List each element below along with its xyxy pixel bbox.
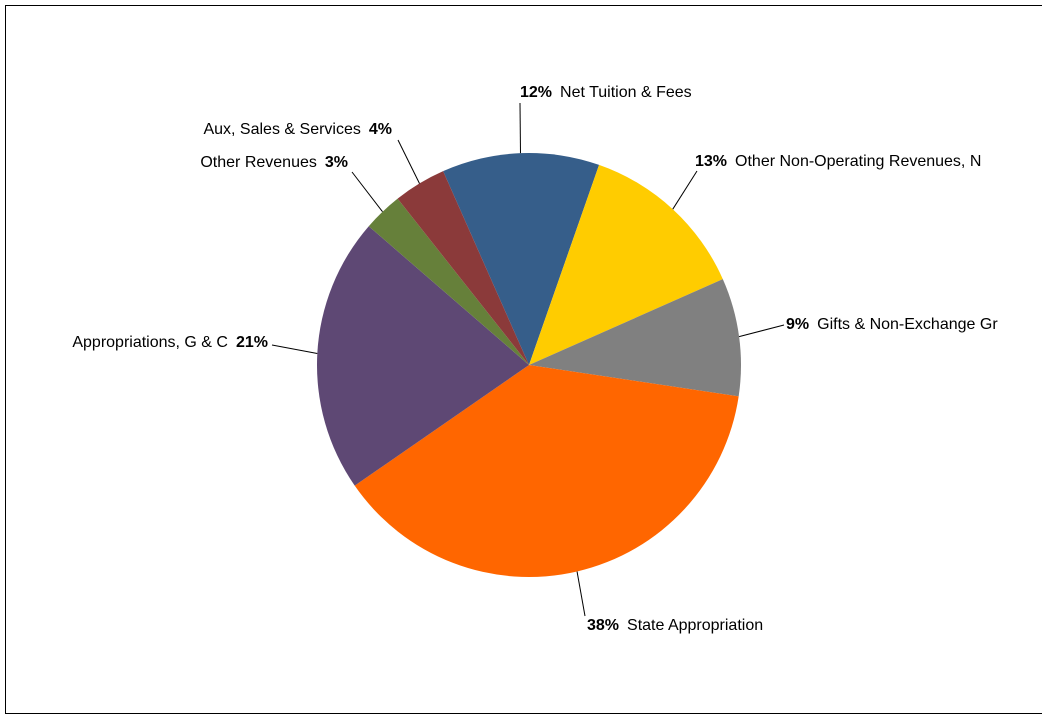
percent-label: 13% xyxy=(695,153,727,170)
slice-label: 12% Net Tuition & Fees xyxy=(520,84,692,101)
category-label: Gifts & Non-Exchange Gr xyxy=(817,316,998,333)
leader-line xyxy=(738,324,785,338)
category-label: Appropriations, G & C xyxy=(72,334,228,351)
percent-label: 3% xyxy=(325,154,348,171)
category-label: Other Non-Operating Revenues, N xyxy=(735,153,981,170)
pie-slice xyxy=(368,198,529,365)
slice-label: 9% Gifts & Non-Exchange Gr xyxy=(786,316,998,333)
frame xyxy=(5,5,1042,714)
category-label: Net Tuition & Fees xyxy=(560,84,692,101)
slice-label: Aux, Sales & Services 4% xyxy=(203,121,392,138)
leader-line xyxy=(351,171,383,213)
pie-slice xyxy=(317,226,529,486)
pie-slice xyxy=(529,164,723,365)
slice-label: Other Revenues 3% xyxy=(200,154,348,171)
percent-label: 38% xyxy=(587,617,619,634)
leader-line xyxy=(397,139,420,184)
leader-line xyxy=(672,170,698,210)
category-label: State Appropriation xyxy=(627,617,763,634)
pie-slice xyxy=(397,171,529,365)
labels: 12% Net Tuition & Fees 13% Other Non-Operat… xyxy=(72,84,998,634)
pie-slice xyxy=(354,365,739,577)
category-label: Other Revenues xyxy=(200,154,317,171)
slice-label: 38% State Appropriation xyxy=(587,617,763,634)
pie-slice xyxy=(443,153,600,365)
leader-line xyxy=(576,571,586,617)
slice-label: 13% Other Non-Operating Revenues, N xyxy=(695,153,981,170)
percent-label: 9% xyxy=(786,316,809,333)
percent-label: 4% xyxy=(369,121,392,138)
category-label: Aux, Sales & Services xyxy=(203,121,360,138)
percent-label: 12% xyxy=(520,84,552,101)
slice-label: Appropriations, G & C 21% xyxy=(72,334,268,351)
pie xyxy=(317,153,741,577)
leader-line xyxy=(271,344,318,355)
percent-label: 21% xyxy=(236,334,268,351)
pie-slice xyxy=(529,279,741,397)
